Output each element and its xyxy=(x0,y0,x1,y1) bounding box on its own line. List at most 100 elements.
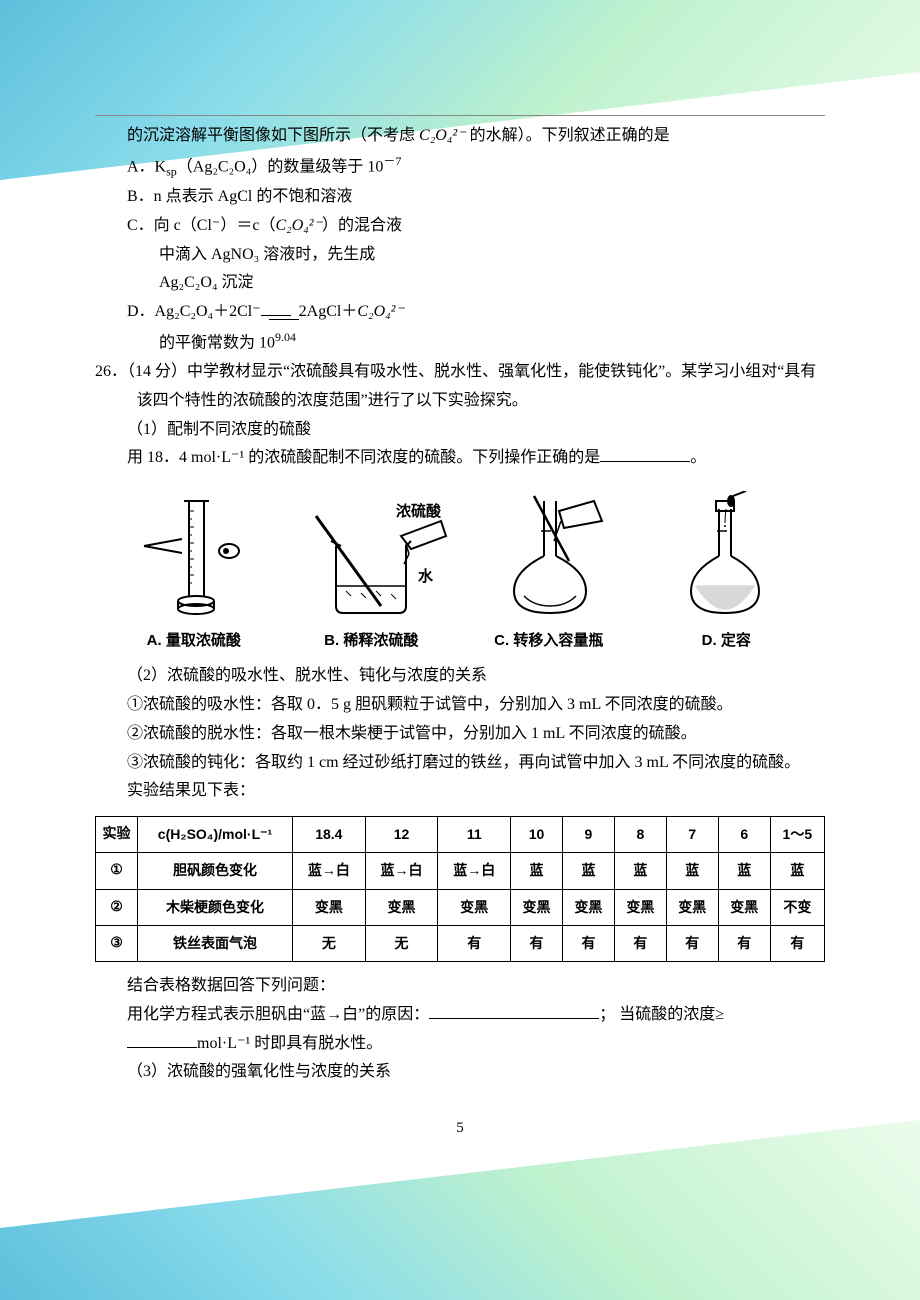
th-c1: 18.4 xyxy=(293,817,366,853)
experiment-table: 实验 c(H₂SO₄)/mol·L⁻¹ 18.4 12 11 10 9 8 7 … xyxy=(95,816,825,962)
apparatus-b: 浓硫酸 水 B. 稀释浓硫酸 xyxy=(283,491,461,654)
th-c4: 10 xyxy=(511,817,563,853)
r3-c2: 无 xyxy=(365,925,438,961)
option-d-sup: 9.04 xyxy=(275,330,296,344)
q26-part1-period: 。 xyxy=(690,449,706,466)
th-c9: 1～5 xyxy=(770,817,824,853)
r1-c6: 蓝 xyxy=(614,853,666,889)
th-conc: c(H₂SO₄)/mol·L⁻¹ xyxy=(138,817,293,853)
blank-equation xyxy=(429,1003,599,1019)
option-d-text2: 2AgCl＋ xyxy=(299,303,358,320)
table-header-row: 实验 c(H₂SO₄)/mol·L⁻¹ 18.4 12 11 10 9 8 7 … xyxy=(96,817,825,853)
q26-part2-3: ③浓硫酸的钝化：各取约 1 cm 经过砂纸打磨过的铁丝，再向试管中加入 3 mL… xyxy=(95,749,825,778)
table-row-3: ③ 铁丝表面气泡 无 无 有 有 有 有 有 有 有 xyxy=(96,925,825,961)
q26-after-2: 用化学方程式表示胆矾由“蓝→白”的原因： ； 当硫酸的浓度≥ xyxy=(95,1001,825,1030)
r1-label: ① xyxy=(96,853,138,889)
th-c5: 9 xyxy=(562,817,614,853)
option-a-mid: （Ag₂C₂O₄）的数量级等于 10 xyxy=(177,158,384,175)
option-d-text3: 的平衡常数为 10 xyxy=(159,334,275,351)
option-a-prefix: A．K xyxy=(127,158,166,175)
apparatus-c-label: C. 转移入容量瓶 xyxy=(460,627,638,654)
r2-c2: 变黑 xyxy=(365,889,438,925)
r2-c1: 变黑 xyxy=(293,889,366,925)
q26-after-2b: ； 当硫酸的浓度≥ xyxy=(599,1006,724,1023)
apparatus-b-label: B. 稀释浓硫酸 xyxy=(283,627,461,654)
option-a-sup: －7 xyxy=(383,154,401,168)
r2-c7: 变黑 xyxy=(666,889,718,925)
r2-c6: 变黑 xyxy=(614,889,666,925)
table-row-2: ② 木柴梗颜色变化 变黑 变黑 变黑 变黑 变黑 变黑 变黑 变黑 不变 xyxy=(96,889,825,925)
r1-desc: 胆矾颜色变化 xyxy=(138,853,293,889)
q26-part2-4: 实验结果见下表： xyxy=(95,777,825,806)
th-c6: 8 xyxy=(614,817,666,853)
apparatus-d: D. 定容 xyxy=(638,491,816,654)
apparatus-d-label: D. 定容 xyxy=(638,627,816,654)
option-c-line1: C．向 c（Cl⁻）＝c（C₂O₄²⁻）的混合液 xyxy=(95,212,825,241)
header-rule xyxy=(95,115,825,116)
option-c-formula: C₂O₄²⁻ xyxy=(275,217,322,234)
q26-after-1: 结合表格数据回答下列问题： xyxy=(95,972,825,1001)
q26-part3-title: （3）浓硫酸的强氧化性与浓度的关系 xyxy=(95,1058,825,1087)
r3-c5: 有 xyxy=(562,925,614,961)
q26-after-2a: 用化学方程式表示胆矾由“蓝→白”的原因： xyxy=(127,1006,429,1023)
apparatus-row: A. 量取浓硫酸 浓硫酸 水 B. 稀释浓硫酸 xyxy=(95,491,825,654)
intro-text-1: 的沉淀溶解平衡图像如下图所示（不考虑 xyxy=(127,127,415,144)
q26-part1-title: （1）配制不同浓度的硫酸 xyxy=(95,416,825,445)
intro-line: 的沉淀溶解平衡图像如下图所示（不考虑 C₂O₄²⁻ 的水解）。下列叙述正确的是 xyxy=(95,122,825,151)
option-d-formula: C₂O₄²⁻ xyxy=(357,303,404,320)
r3-c6: 有 xyxy=(614,925,666,961)
option-c-line3: Ag₂C₂O₄ 沉淀 xyxy=(95,269,825,298)
r1-c9: 蓝 xyxy=(770,853,824,889)
th-exp: 实验 xyxy=(96,817,138,853)
r1-c3: 蓝→白 xyxy=(438,853,511,889)
r2-c3: 变黑 xyxy=(438,889,511,925)
r1-c7: 蓝 xyxy=(666,853,718,889)
r2-c9: 不变 xyxy=(770,889,824,925)
r2-c8: 变黑 xyxy=(718,889,770,925)
r3-label: ③ xyxy=(96,925,138,961)
th-c2: 12 xyxy=(365,817,438,853)
question-26: 26．（14 分）中学教材显示“浓硫酸具有吸水性、脱水性、强氧化性，能使铁钝化”… xyxy=(95,358,825,416)
r1-c8: 蓝 xyxy=(718,853,770,889)
intro-text-2: 的水解）。下列叙述正确的是 xyxy=(470,127,670,144)
option-d-text1: D．Ag₂C₂O₄＋2Cl⁻ xyxy=(127,303,261,320)
beaker-dilution-icon: 浓硫酸 水 xyxy=(286,491,456,621)
r3-c8: 有 xyxy=(718,925,770,961)
q26-part1-text: 用 18．4 mol·L⁻¹ 的浓硫酸配制不同浓度的硫酸。下列操作正确的是 。 xyxy=(95,444,825,473)
r3-c7: 有 xyxy=(666,925,718,961)
th-c7: 7 xyxy=(666,817,718,853)
option-b: B．n 点表示 AgCl 的不饱和溶液 xyxy=(95,183,825,212)
r3-c4: 有 xyxy=(511,925,563,961)
r2-label: ② xyxy=(96,889,138,925)
q26-after-3-text: mol·L⁻¹ 时即具有脱水性。 xyxy=(197,1035,382,1052)
r3-c3: 有 xyxy=(438,925,511,961)
th-c8: 6 xyxy=(718,817,770,853)
intro-formula: C₂O₄²⁻ xyxy=(419,127,466,144)
apparatus-c: C. 转移入容量瓶 xyxy=(460,491,638,654)
volumetric-flask-transfer-icon xyxy=(484,491,614,621)
r3-desc: 铁丝表面气泡 xyxy=(138,925,293,961)
blank-concentration xyxy=(127,1032,197,1048)
q26-part2-title: （2）浓硫酸的吸水性、脱水性、钝化与浓度的关系 xyxy=(95,662,825,691)
option-a: A．Ksp（Ag₂C₂O₄）的数量级等于 10－7 xyxy=(95,151,825,183)
r1-c5: 蓝 xyxy=(562,853,614,889)
r1-c4: 蓝 xyxy=(511,853,563,889)
r2-desc: 木柴梗颜色变化 xyxy=(138,889,293,925)
page-number: 5 xyxy=(95,1115,825,1142)
th-c3: 11 xyxy=(438,817,511,853)
option-c-text2: ）的混合液 xyxy=(322,217,402,234)
r1-c1: 蓝→白 xyxy=(293,853,366,889)
q26-part2-2: ②浓硫酸的脱水性：各取一根木柴梗于试管中，分别加入 1 mL 不同浓度的硫酸。 xyxy=(95,720,825,749)
apparatus-a-label: A. 量取浓硫酸 xyxy=(105,627,283,654)
r3-c1: 无 xyxy=(293,925,366,961)
r2-c4: 变黑 xyxy=(511,889,563,925)
label-h2so4: 浓硫酸 xyxy=(396,502,442,520)
volumetric-flask-fill-icon xyxy=(671,491,781,621)
table-row-1: ① 胆矾颜色变化 蓝→白 蓝→白 蓝→白 蓝 蓝 蓝 蓝 蓝 蓝 xyxy=(96,853,825,889)
q26-after-3: mol·L⁻¹ 时即具有脱水性。 xyxy=(95,1030,825,1059)
q26-part2-1: ①浓硫酸的吸水性：各取 0．5 g 胆矾颗粒于试管中，分别加入 3 mL 不同浓… xyxy=(95,691,825,720)
option-a-sub: sp xyxy=(166,164,177,178)
q26-part1-content: 用 18．4 mol·L⁻¹ 的浓硫酸配制不同浓度的硫酸。下列操作正确的是 xyxy=(127,449,600,466)
option-d-line1: D．Ag₂C₂O₄＋2Cl⁻ 2AgCl＋C₂O₄²⁻ xyxy=(95,298,825,327)
r2-c5: 变黑 xyxy=(562,889,614,925)
